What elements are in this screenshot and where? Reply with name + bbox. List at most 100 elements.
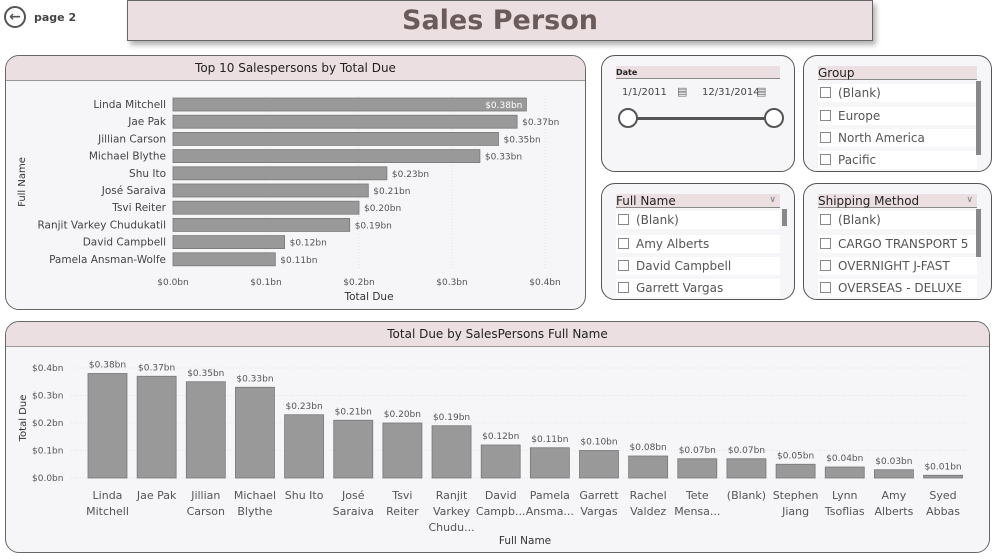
category-label: Jiang xyxy=(781,505,809,518)
checkbox[interactable] xyxy=(820,260,831,271)
list-item[interactable]: (Blank) xyxy=(616,211,780,229)
category-label: Lynn xyxy=(832,489,858,502)
checkbox[interactable] xyxy=(820,132,831,143)
list-item[interactable]: CARGO TRANSPORT 5 xyxy=(818,235,977,253)
hbar-chart-svg: $0.0bn $0.1bn $0.2bn $0.3bn $0.4bn Linda Mitc… xyxy=(17,96,561,303)
bar xyxy=(628,455,669,479)
category-label: Jillian xyxy=(190,489,220,502)
data-label: $0.08bn xyxy=(630,443,667,453)
category-label: Syed xyxy=(929,489,956,502)
x-axis-title: Total Due xyxy=(343,291,393,303)
category-label: Tsvi Reiter xyxy=(111,202,166,214)
x-tick-label: $0.4bn xyxy=(529,278,560,288)
data-label: $0.20bn xyxy=(384,410,421,420)
data-label: $0.11bn xyxy=(531,435,568,445)
category-label: Campb... xyxy=(476,505,526,518)
arrow-left-circle-icon: ← xyxy=(9,9,21,25)
bar xyxy=(172,149,481,163)
checkbox[interactable] xyxy=(618,238,629,249)
checkbox[interactable] xyxy=(820,214,831,225)
category-label: David xyxy=(485,489,517,502)
data-label: $0.38bn xyxy=(485,101,522,111)
list-item[interactable]: David Campbell xyxy=(616,257,780,275)
bar xyxy=(874,469,914,479)
y-axis-title: Total Due xyxy=(18,395,29,443)
list-item[interactable]: Europe xyxy=(818,107,977,125)
range-start-handle[interactable] xyxy=(618,108,638,128)
category-label: Michael Blythe xyxy=(89,151,166,163)
checkbox[interactable] xyxy=(820,154,831,165)
checkbox[interactable] xyxy=(618,260,629,271)
category-label: Reiter xyxy=(386,505,419,518)
page-label[interactable]: page 2 xyxy=(34,11,77,24)
x-tick-label: $0.0bn xyxy=(157,278,188,288)
slicer-title: Full Name ∨ xyxy=(616,194,780,208)
calendar-icon[interactable]: ▤ xyxy=(756,85,767,98)
category-label: Tsvi xyxy=(391,489,412,502)
scrollbar[interactable] xyxy=(782,209,787,226)
list-item[interactable]: Garrett Vargas xyxy=(616,279,780,297)
category-label: José Saraiva xyxy=(101,185,166,197)
list-item[interactable]: (Blank) xyxy=(818,211,977,229)
category-label: Jae Pak xyxy=(127,116,167,128)
category-label: Vargas xyxy=(580,505,617,518)
chart-title: Total Due by SalesPersons Full Name xyxy=(6,322,989,347)
checkbox[interactable] xyxy=(820,110,831,121)
range-end-handle[interactable] xyxy=(764,108,784,128)
x-tick-label: $0.2bn xyxy=(343,278,374,288)
category-label: (Blank) xyxy=(727,489,766,502)
category-label: Pamela xyxy=(530,489,570,502)
checkbox[interactable] xyxy=(618,282,629,293)
date-slicer: Date 1/1/2011 ▤ 12/31/2014 ▤ xyxy=(601,55,795,172)
scrollbar[interactable] xyxy=(976,209,981,257)
y-tick-label: $0.3bn xyxy=(32,392,63,402)
slicer-title: Shipping Method ∨ xyxy=(818,194,977,208)
bar xyxy=(775,463,816,479)
data-label: $0.37bn xyxy=(138,363,175,373)
category-label: Shu Ito xyxy=(129,168,166,180)
checkbox[interactable] xyxy=(618,214,629,225)
category-label: Garrett xyxy=(579,489,619,502)
date-range-track[interactable] xyxy=(628,117,774,120)
list-item[interactable]: Pacific xyxy=(818,151,977,169)
bar xyxy=(235,386,275,479)
data-label: $0.21bn xyxy=(335,407,372,417)
calendar-icon[interactable]: ▤ xyxy=(677,85,688,98)
list-item[interactable]: OVERNIGHT J-FAST xyxy=(818,257,977,275)
bar xyxy=(172,97,527,112)
list-item[interactable]: OVERSEAS - DELUXE xyxy=(818,279,977,297)
bar xyxy=(172,114,518,129)
bar xyxy=(185,381,226,479)
list-item[interactable]: (Blank) xyxy=(818,84,977,102)
checkbox[interactable] xyxy=(820,238,831,249)
bar xyxy=(579,450,619,479)
data-label: $0.33bn xyxy=(236,374,273,384)
category-label: Abbas xyxy=(926,505,960,518)
bar xyxy=(172,166,388,181)
chevron-down-icon[interactable]: ∨ xyxy=(769,195,776,205)
chevron-down-icon[interactable]: ∨ xyxy=(966,195,973,205)
bar xyxy=(136,375,177,479)
back-button[interactable]: ← xyxy=(4,6,26,28)
scrollbar[interactable] xyxy=(976,81,981,155)
checkbox[interactable] xyxy=(820,87,831,98)
data-label: $0.23bn xyxy=(392,170,429,180)
x-tick-label: $0.3bn xyxy=(436,278,467,288)
bar xyxy=(431,425,472,479)
category-label: Pamela Ansman-Wolfe xyxy=(49,254,166,266)
date-start-input[interactable]: 1/1/2011 xyxy=(622,87,667,98)
data-label: $0.12bn xyxy=(290,239,327,249)
bar xyxy=(726,458,767,479)
bar xyxy=(923,474,963,479)
list-item[interactable]: North America xyxy=(818,129,977,147)
data-label: $0.07bn xyxy=(679,446,716,456)
bar xyxy=(677,458,718,479)
category-label: Linda xyxy=(93,489,123,502)
data-label: $0.21bn xyxy=(373,187,410,197)
bar xyxy=(172,183,369,198)
list-item[interactable]: Amy Alberts xyxy=(616,235,780,253)
bar xyxy=(333,419,374,479)
checkbox[interactable] xyxy=(820,282,831,293)
date-end-input[interactable]: 12/31/2014 xyxy=(702,87,760,98)
bar xyxy=(529,447,570,479)
